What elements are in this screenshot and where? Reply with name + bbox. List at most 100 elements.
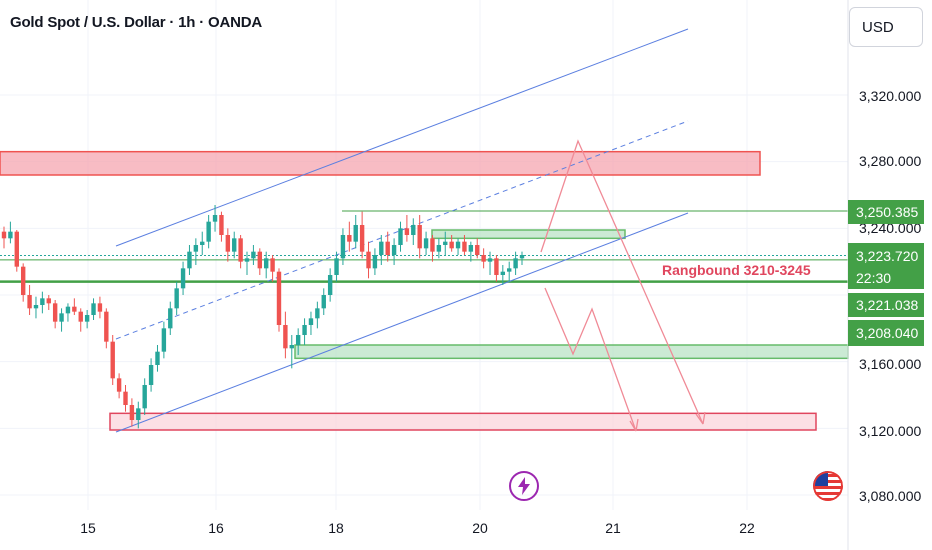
candle-body bbox=[436, 245, 442, 252]
candle-body bbox=[289, 345, 294, 349]
candle-body bbox=[327, 275, 333, 295]
candle-body bbox=[200, 241, 205, 245]
channel-upper-line bbox=[115, 28, 689, 247]
candle-body bbox=[494, 258, 499, 275]
price-tick: 3,080.000 bbox=[859, 488, 922, 504]
candle-body bbox=[513, 258, 518, 269]
zone-resistance bbox=[0, 150, 761, 176]
projection-arrow-up bbox=[540, 139, 704, 425]
candle-body bbox=[385, 241, 390, 255]
candle-body bbox=[180, 268, 186, 289]
candle-body bbox=[14, 231, 19, 267]
candle-body bbox=[411, 225, 416, 235]
candle-body bbox=[129, 405, 135, 420]
price-tick: 3,120.000 bbox=[859, 423, 922, 439]
candle-body bbox=[359, 225, 365, 252]
us-flag-icon[interactable] bbox=[813, 471, 843, 501]
arrow-head bbox=[629, 418, 639, 432]
candle-body bbox=[91, 303, 96, 315]
candle-body bbox=[308, 318, 314, 325]
candle-body bbox=[366, 251, 371, 269]
candle-body bbox=[321, 295, 326, 309]
candle-body bbox=[417, 225, 422, 249]
candle-body bbox=[423, 238, 429, 249]
candle-body bbox=[455, 241, 461, 249]
candle-body bbox=[65, 306, 71, 314]
candle-body bbox=[78, 311, 83, 322]
price-badge: 3,208.040 bbox=[848, 320, 924, 346]
candle-body bbox=[46, 298, 51, 304]
candle-body bbox=[110, 341, 115, 379]
candle-body bbox=[295, 335, 301, 345]
candle-body bbox=[462, 241, 467, 252]
candle-body bbox=[187, 251, 192, 269]
candle-body bbox=[251, 251, 256, 259]
zones bbox=[0, 150, 849, 431]
range-annotation[interactable]: Rangbound 3210-3245 bbox=[662, 262, 811, 278]
candle-body bbox=[155, 351, 160, 365]
currency-button[interactable]: USD bbox=[849, 7, 923, 47]
date-tick: 21 bbox=[605, 520, 621, 536]
channel-lower-line bbox=[115, 212, 689, 433]
candle-body bbox=[148, 365, 154, 385]
candle-body bbox=[33, 305, 39, 309]
candle-body bbox=[244, 258, 250, 262]
candle-body bbox=[379, 241, 384, 255]
candle-body bbox=[315, 308, 320, 319]
candle-body bbox=[475, 245, 480, 255]
candle-body bbox=[263, 258, 269, 269]
current-price-badge: 3,223.720 22:30 bbox=[848, 243, 924, 289]
candle-body bbox=[40, 298, 45, 305]
candle-body bbox=[372, 255, 378, 269]
projection-arrows[interactable] bbox=[540, 139, 706, 432]
current-price-label: 3,223.720 bbox=[856, 248, 919, 264]
candle-body bbox=[27, 295, 32, 309]
candle-body bbox=[136, 408, 141, 420]
candle-body bbox=[161, 328, 167, 352]
price-tick: 3,240.000 bbox=[859, 220, 922, 236]
candle-body bbox=[443, 241, 448, 245]
candle-body bbox=[398, 228, 403, 245]
candle-body bbox=[283, 325, 288, 349]
candle-body bbox=[104, 311, 109, 342]
candle-body bbox=[1, 231, 7, 239]
candle-body bbox=[8, 231, 13, 239]
price-tick: 3,320.000 bbox=[859, 88, 922, 104]
candle-body bbox=[219, 215, 224, 235]
zone-range-box bbox=[431, 229, 626, 240]
date-tick: 20 bbox=[472, 520, 488, 536]
candle-body bbox=[468, 245, 474, 252]
chart-title: Gold Spot / U.S. Dollar · 1h · OANDA bbox=[10, 14, 262, 31]
candle-body bbox=[206, 221, 211, 242]
candle-body bbox=[193, 245, 199, 252]
price-tick: 3,280.000 bbox=[859, 153, 922, 169]
candle-body bbox=[97, 303, 103, 312]
candle-body bbox=[52, 303, 58, 322]
candle-body bbox=[353, 225, 358, 242]
lightning-icon[interactable] bbox=[509, 471, 539, 501]
arrow-head bbox=[695, 411, 706, 425]
price-tick: 3,160.000 bbox=[859, 356, 922, 372]
candle-body bbox=[212, 215, 218, 222]
candle-body bbox=[500, 271, 506, 275]
candle-body bbox=[20, 266, 26, 295]
candles bbox=[1, 205, 525, 429]
candle-body bbox=[347, 235, 352, 242]
candle-body bbox=[430, 238, 435, 252]
candle-body bbox=[340, 235, 346, 259]
candle-body bbox=[391, 245, 397, 255]
zone-support-low bbox=[109, 412, 817, 431]
candle-body bbox=[404, 228, 410, 235]
price-badge: 3,221.038 bbox=[848, 293, 924, 317]
candle-body bbox=[174, 288, 179, 309]
horizontal-levels bbox=[0, 210, 848, 283]
candle-body bbox=[257, 251, 263, 269]
date-tick: 16 bbox=[208, 520, 224, 536]
candle-body bbox=[238, 238, 243, 262]
candle-body bbox=[449, 241, 454, 249]
candle-body bbox=[225, 235, 231, 252]
candle-body bbox=[116, 378, 122, 392]
candle-body bbox=[270, 258, 275, 272]
candle-body bbox=[168, 308, 173, 329]
